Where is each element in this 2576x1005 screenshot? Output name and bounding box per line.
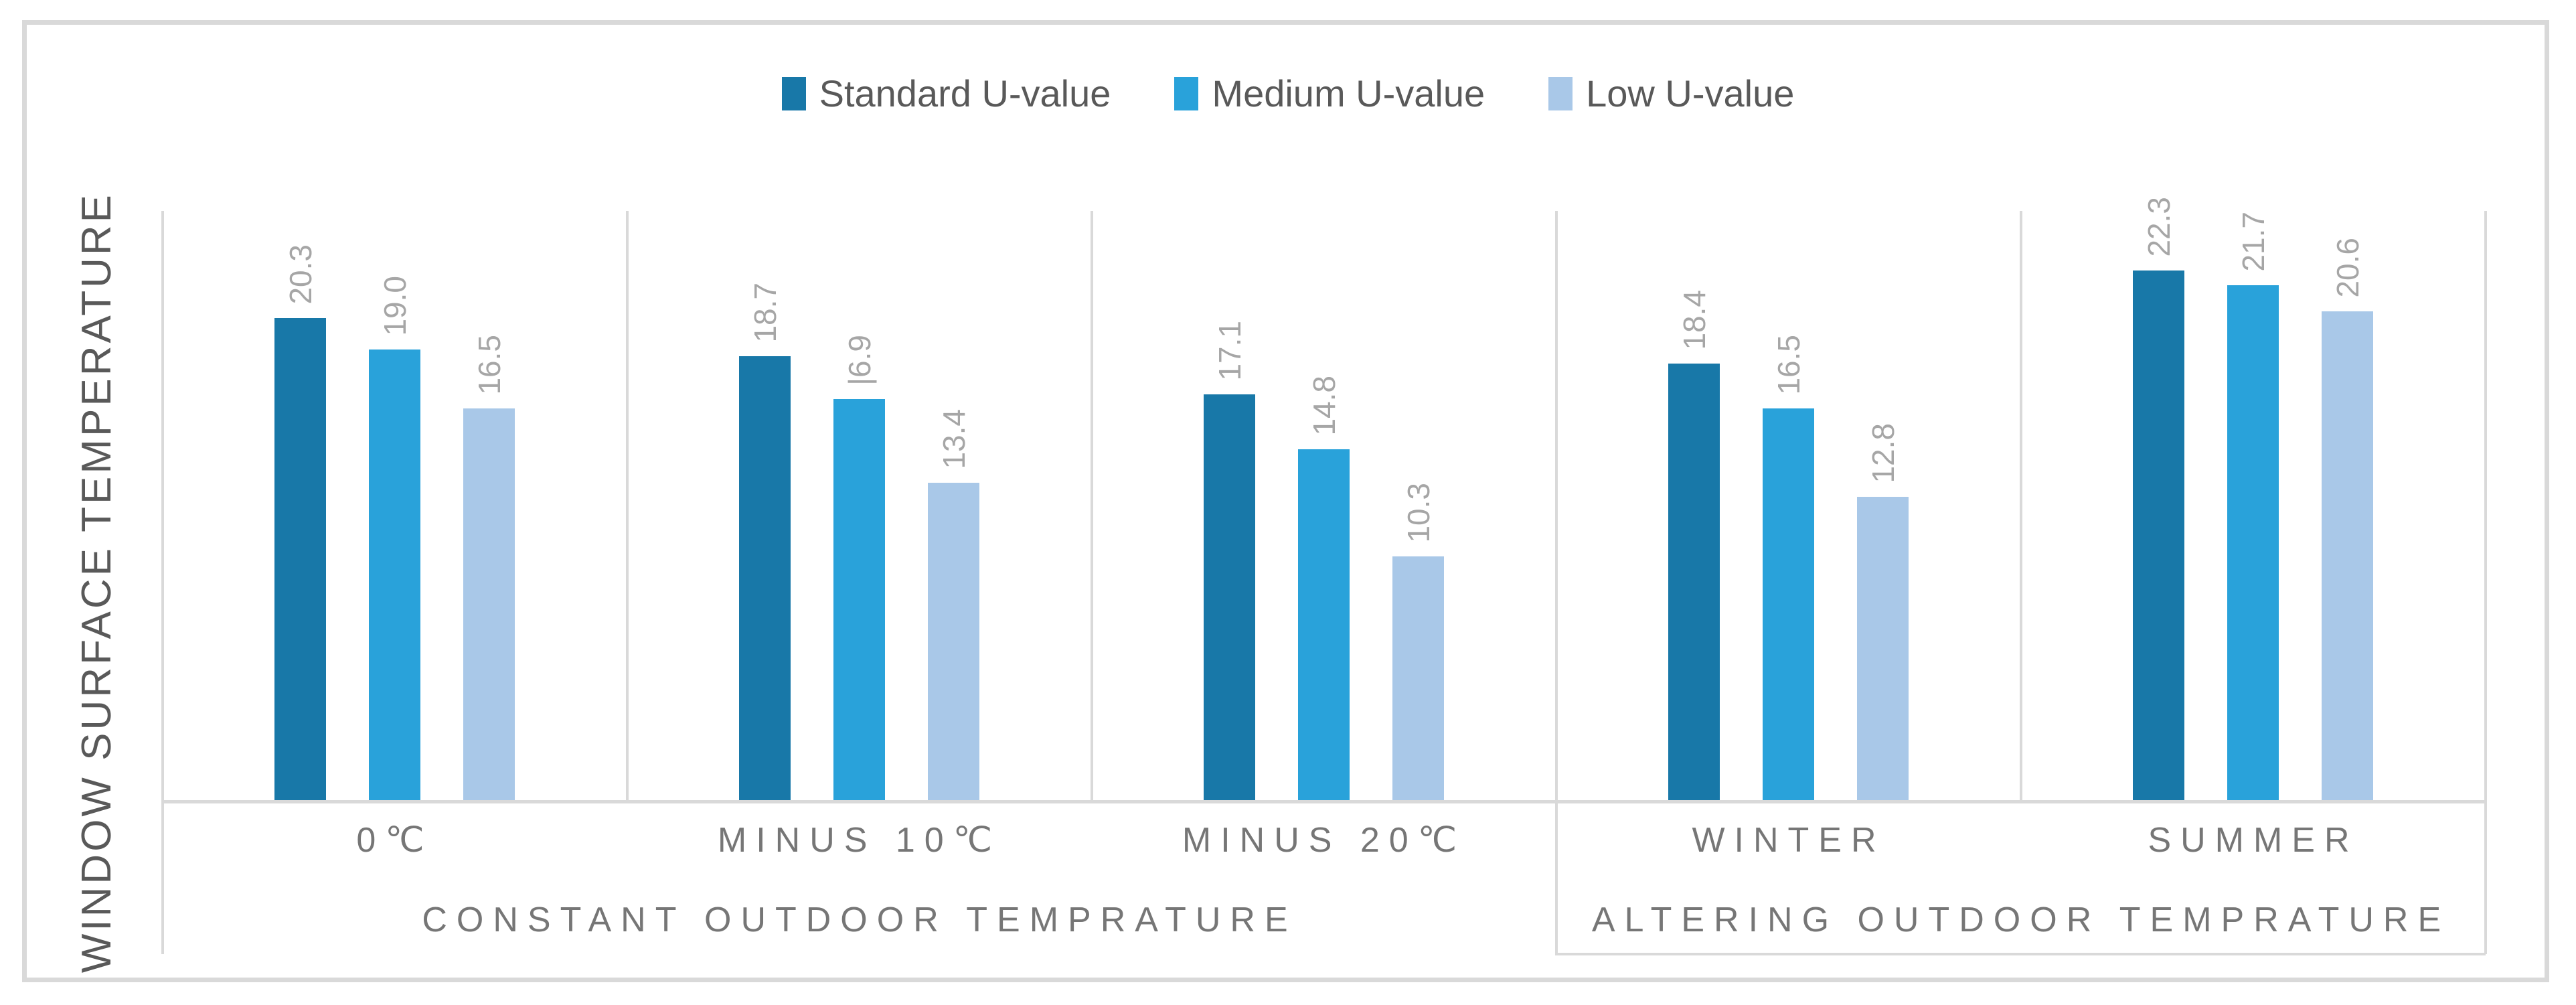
- legend-label: Standard U-value: [819, 72, 1111, 114]
- group-divider-line: [626, 211, 629, 801]
- legend-swatch-icon: [1548, 77, 1573, 110]
- bar-value-label: |6.9: [842, 335, 877, 386]
- right-axis-end-line: [2484, 211, 2487, 954]
- legend-swatch-icon: [781, 77, 806, 110]
- bar: [1392, 556, 1444, 801]
- section-label: CONSTANT OUTDOOR TEMPRATURE: [422, 901, 1297, 939]
- bar-value-label: 18.4: [1677, 290, 1712, 350]
- category-axis-zone: 0℃ MINUS 10℃ MINUS 20℃ WINTER SUMMER CONSTANT…: [163, 803, 2486, 955]
- category-label: SUMMER: [2148, 821, 2359, 860]
- legend-label: Medium U-value: [1212, 72, 1485, 114]
- chart-border: [22, 20, 2549, 982]
- axis-bottom-line: [1555, 953, 2486, 955]
- bar-value-label: 20.3: [283, 244, 318, 305]
- bar: [2322, 311, 2373, 801]
- bar: [1668, 364, 1720, 801]
- legend-swatch-icon: [1174, 77, 1199, 110]
- plot-area: 20.3 19.0 16.5 18.7 |6.9 13.4 17.1 14.8 10.3 18.4…: [161, 197, 2487, 954]
- legend-label: Low U-value: [1586, 72, 1795, 114]
- category-label: MINUS 20℃: [1182, 821, 1467, 860]
- bar-value-label: 18.7: [748, 283, 783, 343]
- section-label: ALTERING OUTDOOR TEMPRATURE: [1591, 901, 2451, 939]
- category-label: MINUS 10℃: [717, 821, 1002, 860]
- bar-group: 18.7 |6.9 13.4: [627, 211, 1092, 801]
- y-axis-title-text: WINDOW SURFACE TEMPERATURE: [74, 191, 120, 974]
- x-axis-line: [163, 800, 2486, 803]
- legend-item: Medium U-value: [1174, 75, 1485, 112]
- bar-value-label: 20.6: [2330, 238, 2365, 298]
- bar-value-label: 19.0: [378, 276, 412, 336]
- bar-value-label: 16.5: [472, 335, 507, 395]
- bar-value-label: 21.7: [2236, 212, 2271, 272]
- bar-value-label: 10.3: [1401, 483, 1436, 543]
- category-label: WINTER: [1692, 821, 1886, 860]
- bar: [1298, 449, 1350, 801]
- legend-item: Low U-value: [1548, 75, 1794, 112]
- bar-value-label: 22.3: [2142, 197, 2176, 257]
- group-divider-line: [1091, 211, 1093, 801]
- bar: [833, 399, 885, 801]
- bar-value-label: 13.4: [937, 409, 971, 469]
- y-axis-line: [161, 211, 164, 954]
- legend-item: Standard U-value: [781, 72, 1111, 114]
- bar-value-label: 12.8: [1866, 423, 1901, 483]
- bar-group: 22.3 21.7 20.6: [2021, 197, 2486, 801]
- bar-group: 17.1 14.8 10.3: [1092, 211, 1556, 801]
- bar-value-label: 17.1: [1212, 321, 1247, 381]
- bar-group: 18.4 16.5 12.8: [1556, 211, 2021, 801]
- bar-value-label: 16.5: [1771, 335, 1806, 395]
- bar: [2133, 270, 2184, 801]
- bar: [2227, 285, 2279, 801]
- bar: [739, 356, 791, 801]
- bar-group: 20.3 19.0 16.5: [163, 211, 627, 801]
- bar: [369, 350, 420, 801]
- section-divider-line: [1555, 211, 1558, 954]
- category-label: 0℃: [356, 821, 434, 860]
- y-axis-title: WINDOW SURFACE TEMPERATURE: [67, 192, 127, 973]
- bar: [1857, 497, 1909, 801]
- bar: [1763, 408, 1814, 801]
- bar: [928, 483, 979, 801]
- group-divider-line: [2020, 211, 2022, 801]
- legend: Standard U-value Medium U-value Low U-valu…: [0, 75, 2576, 112]
- bar: [463, 408, 515, 801]
- bar: [274, 318, 326, 801]
- bar-value-label: 14.8: [1307, 376, 1342, 436]
- bar: [1204, 394, 1255, 801]
